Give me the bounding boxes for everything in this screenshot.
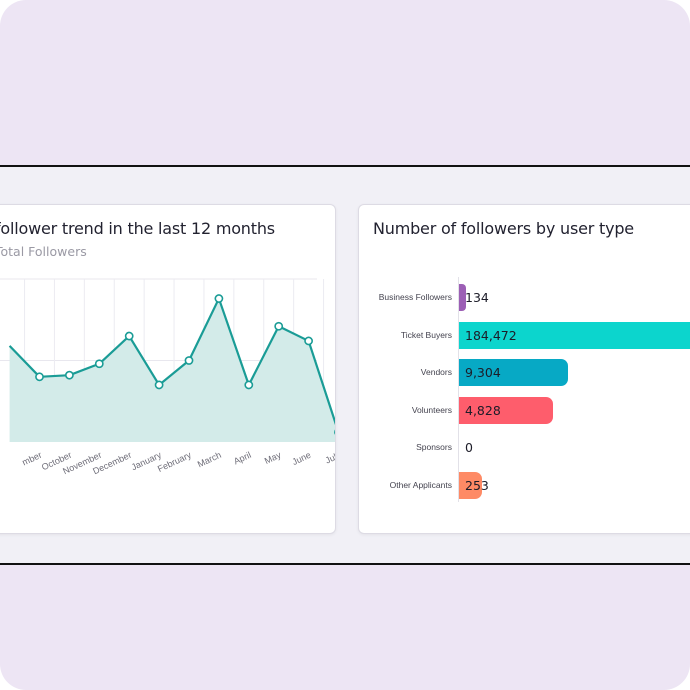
- data-point-february: [184, 356, 194, 365]
- bar-other-applicants: [459, 471, 482, 499]
- x-tick-label-june: June: [291, 450, 313, 467]
- bar-label-volunteers: Volunteers: [411, 404, 452, 415]
- data-point-december: [124, 331, 134, 341]
- bar-row-ticket-buyers: Ticket Buyers 184,472: [359, 321, 690, 349]
- bar-label-ticket-buyers: Ticket Buyers: [400, 329, 452, 340]
- x-tick-label-february: February: [156, 450, 193, 474]
- bar-ticket-buyers: [459, 321, 690, 349]
- bar-vendors: [459, 359, 569, 386]
- bar-row-sponsors: Sponsors 0: [359, 434, 690, 461]
- data-point-may: [274, 321, 284, 331]
- bar-label-sponsors: Sponsors: [416, 442, 452, 452]
- followers-by-type-card: Number of followers by user type Busines…: [358, 204, 690, 534]
- x-tick-label-may: May: [263, 450, 283, 466]
- data-point-october: [65, 370, 74, 380]
- bar-row-vendors: Vendors 9,304: [359, 359, 690, 386]
- data-point-march: [214, 294, 224, 303]
- data-point-september: [35, 372, 44, 382]
- bar-label-other-applicants: Other Applicants: [389, 479, 452, 490]
- data-point-july: [334, 429, 335, 435]
- bar-volunteers: [459, 396, 553, 424]
- bar-value-business-followers: 134: [465, 290, 489, 305]
- bar-value-sponsors: 0: [465, 440, 473, 455]
- x-tick-label-april: April: [232, 450, 253, 467]
- type-card-title: Number of followers by user type: [373, 219, 634, 238]
- bar-row-other-applicants: Other Applicants 253: [359, 471, 690, 499]
- follower-trend-chart: mberOctoberNovemberDecemberJanuaryFebrua…: [0, 278, 336, 476]
- bar-label-vendors: Vendors: [420, 367, 452, 377]
- dashboard-area: follower trend in the last 12 months Tot…: [0, 165, 690, 565]
- trend-card-subtitle: Total Followers: [0, 244, 87, 259]
- x-tick-label-march: March: [196, 450, 223, 470]
- trend-card-title: follower trend in the last 12 months: [0, 219, 275, 238]
- bar-value-vendors: 9,304: [465, 365, 501, 380]
- bar-business-followers: [459, 284, 467, 311]
- trend-area: [9, 298, 335, 442]
- data-point-april: [244, 380, 254, 390]
- bar-value-volunteers: 4,828: [465, 402, 501, 418]
- data-point-june: [304, 336, 313, 346]
- bar-value-ticket-buyers: 184,472: [465, 327, 517, 343]
- bar-value-other-applicants: 253: [465, 477, 489, 493]
- follower-trend-card: follower trend in the last 12 months Tot…: [0, 204, 336, 534]
- data-point-january: [154, 380, 164, 390]
- trend-line: [8, 297, 335, 426]
- bar-row-business-followers: Business Followers 134: [359, 284, 690, 311]
- x-tick-label-july: July: [324, 450, 336, 466]
- bar-chart-axis: [458, 277, 459, 502]
- data-point-november: [94, 359, 104, 369]
- bar-row-volunteers: Volunteers 4,828: [359, 396, 690, 424]
- bar-label-business-followers: Business Followers: [378, 292, 452, 302]
